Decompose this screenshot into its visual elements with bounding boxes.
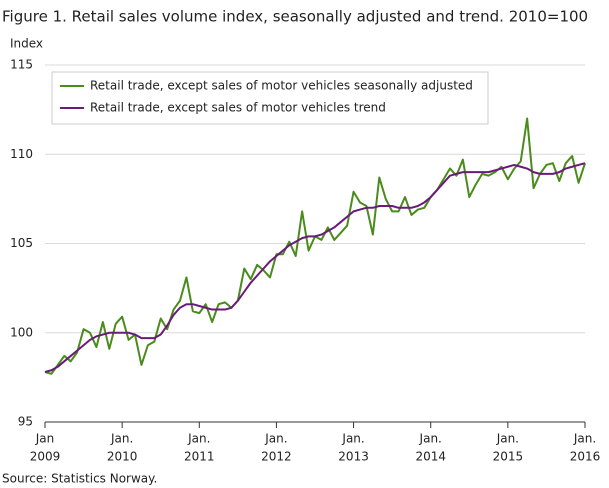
y-tick-label: 105 [10,236,33,250]
y-axis-label: Index [10,37,43,51]
x-tick-label: Jan. [573,432,596,446]
x-tick-label: Jan. [419,432,442,446]
y-tick-label: 115 [10,58,33,72]
x-tick-label: Jan. [341,432,364,446]
source: Source: Statistics Norway. [2,472,157,486]
x-tick-label: Jan. [264,432,287,446]
series-line [44,162,586,373]
x-tick-label: 2015 [493,450,524,464]
x-tick-label: 2016 [570,450,601,464]
y-tick-label: 100 [10,325,33,339]
y-tick-label: 110 [10,147,33,161]
x-tick-label: 2013 [338,450,369,464]
legend-box [51,71,489,125]
x-tick-label: Jan. [110,432,133,446]
x-tick-label: 2010 [107,450,138,464]
x-tick-label: 2014 [415,450,446,464]
series-line [44,117,586,375]
x-tick-label: Jan. [496,432,519,446]
legend-label: Retail trade, except sales of motor vehi… [90,79,473,93]
x-tick-label: 2012 [261,450,292,464]
x-tick-label: Jan. [187,432,210,446]
legend-label: Retail trade, except sales of motor vehi… [90,101,386,115]
x-tick-label: 2009 [30,450,61,464]
x-tick-label: Jan [35,432,55,446]
y-tick-label: 95 [18,415,33,429]
x-tick-label: 2011 [184,450,215,464]
chart-title: Figure 1. Retail sales volume index, sea… [2,8,588,26]
